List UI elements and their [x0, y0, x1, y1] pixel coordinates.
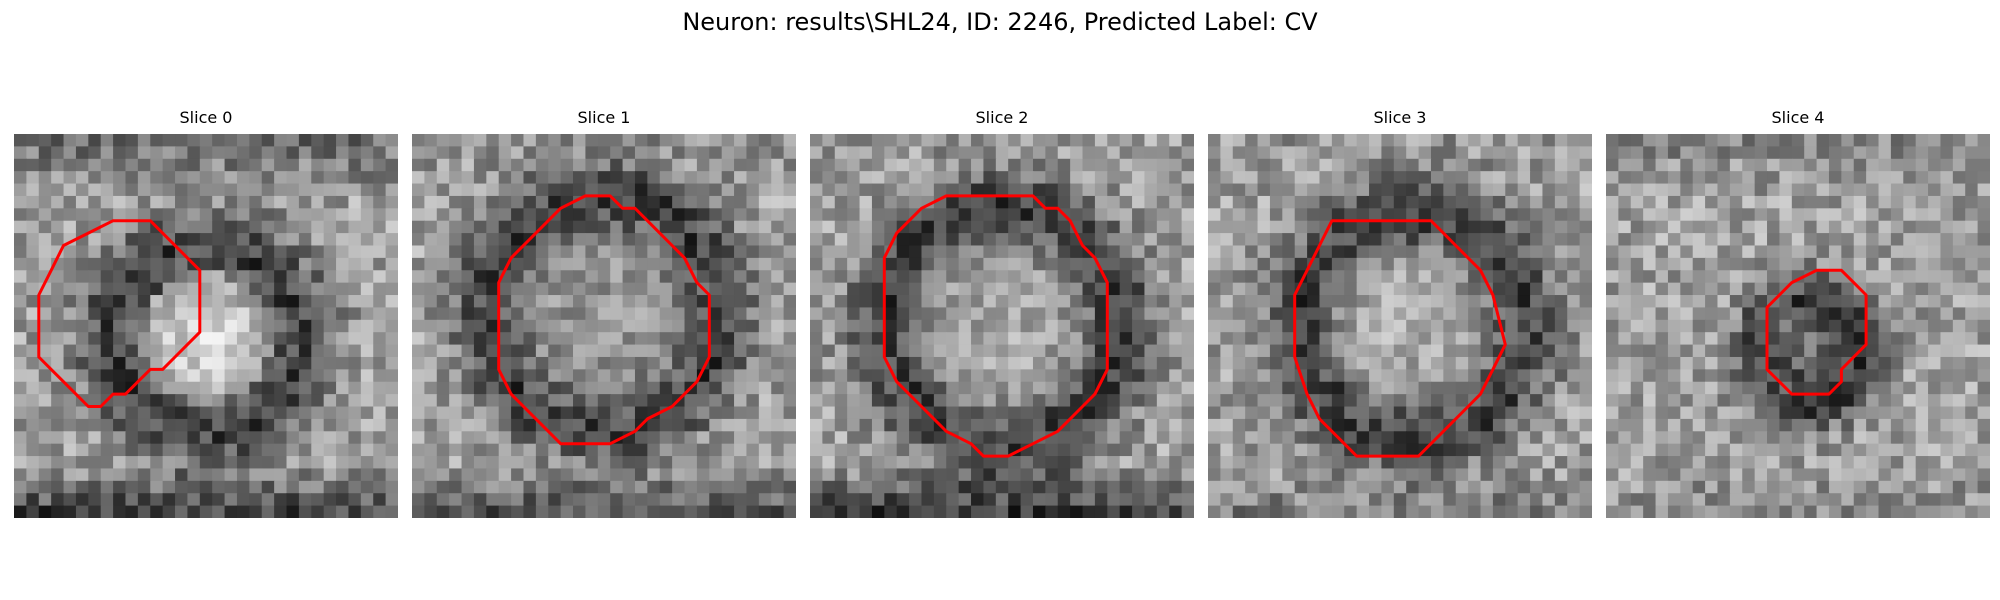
segmentation-contour	[37, 219, 202, 408]
slice-panel-0: Slice 0	[14, 108, 398, 518]
slice-image	[412, 134, 796, 518]
slice-panel-3: Slice 3	[1208, 108, 1592, 518]
segmentation-contour	[882, 194, 1109, 458]
slice-title: Slice 3	[1373, 108, 1427, 127]
figure-title: Neuron: results\SHL24, ID: 2246, Predict…	[682, 8, 1318, 36]
slice-panel-4: Slice 4	[1606, 108, 1990, 518]
slice-panel-2: Slice 2	[810, 108, 1194, 518]
segmentation-contour	[1293, 219, 1507, 458]
segmentation-contour	[497, 194, 711, 446]
slice-image	[1606, 134, 1990, 518]
slice-image	[14, 134, 398, 518]
slice-title: Slice 0	[179, 108, 233, 127]
slice-title: Slice 2	[975, 108, 1029, 127]
slice-title: Slice 4	[1771, 108, 1825, 127]
slice-image	[810, 134, 1194, 518]
slice-title: Slice 1	[577, 108, 631, 127]
slice-panel-1: Slice 1	[412, 108, 796, 518]
slice-image	[1208, 134, 1592, 518]
segmentation-contour	[1765, 268, 1868, 396]
